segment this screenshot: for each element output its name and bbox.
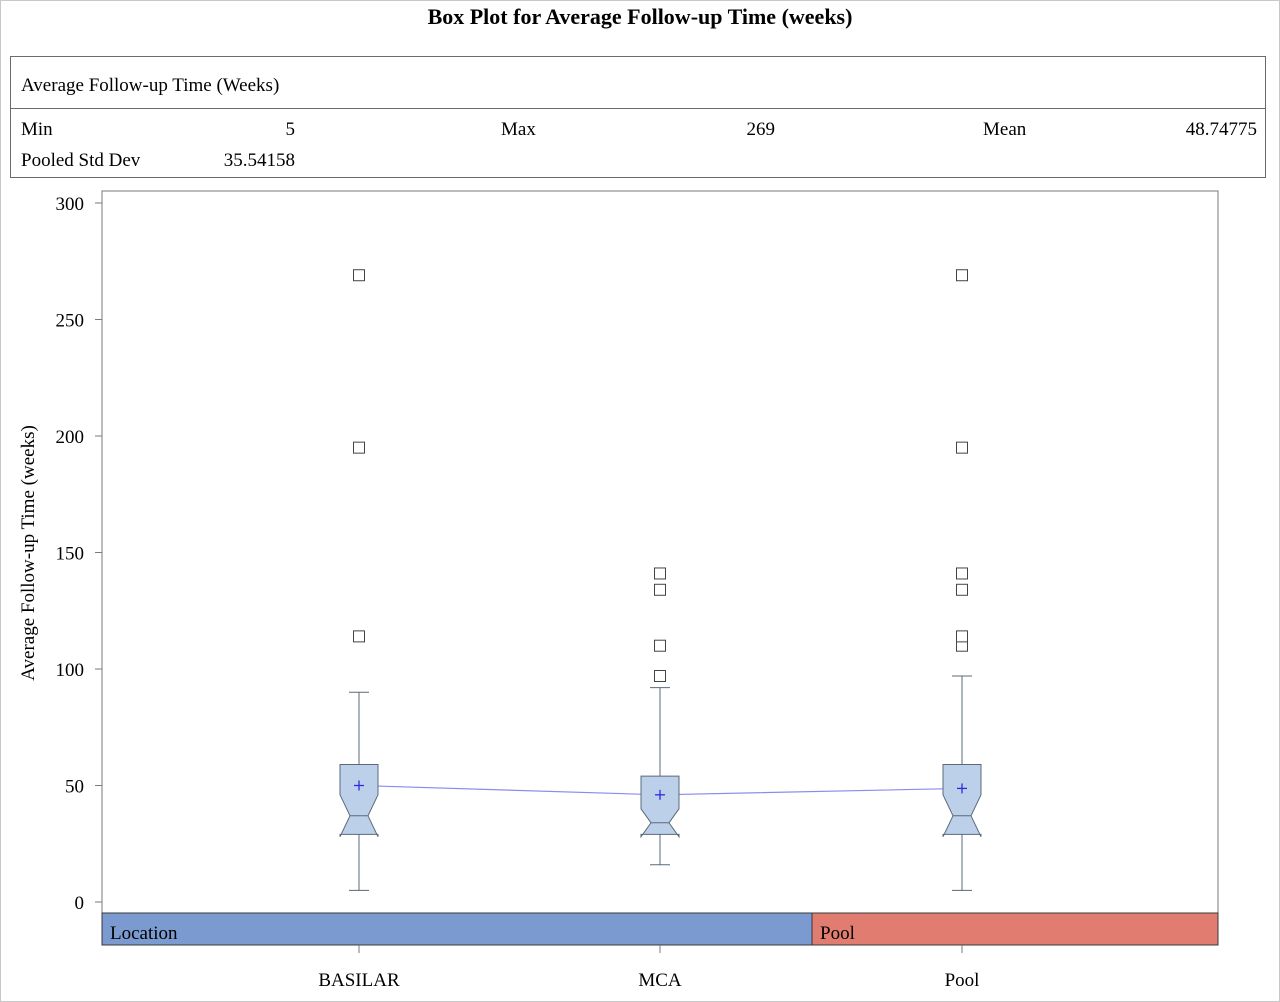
stat-max-label: Max — [501, 119, 536, 140]
x-axis: BASILAR MCA Pool — [318, 945, 979, 991]
y-tick-label: 100 — [56, 660, 85, 681]
stat-sd-label: Pooled Std Dev — [21, 150, 141, 171]
outlier-point — [353, 630, 365, 643]
outlier-point — [654, 583, 666, 596]
outlier-point — [654, 639, 666, 652]
stat-mean-label: Mean — [983, 119, 1027, 140]
stat-sd-value: 35.54158 — [223, 150, 295, 171]
band-pool — [811, 912, 1219, 946]
band-label: Pool — [820, 923, 855, 944]
outlier-point — [956, 269, 968, 282]
outlier-point — [654, 669, 666, 682]
stats-divider — [11, 108, 1265, 109]
outlier-point — [353, 441, 365, 454]
outlier-point — [956, 567, 968, 580]
x-tick-label: MCA — [638, 970, 682, 991]
stat-min-label: Min — [21, 119, 53, 140]
band-label: Location — [110, 923, 178, 944]
y-axis: 0 50 100 150 200 250 300 — [56, 194, 102, 914]
notched-box — [640, 775, 680, 839]
stats-header: Average Follow-up Time (Weeks) — [21, 75, 280, 96]
y-tick-label: 250 — [56, 311, 85, 332]
outlier-point — [353, 269, 365, 282]
y-tick-label: 0 — [75, 893, 85, 914]
y-tick-label: 50 — [65, 777, 84, 798]
category-bands: Location Pool — [101, 912, 1219, 946]
y-tick-label: 150 — [56, 544, 85, 565]
outlier-point — [956, 583, 968, 596]
outlier-point — [956, 441, 968, 454]
notched-box — [942, 764, 982, 837]
y-tick-label: 300 — [56, 194, 85, 215]
y-tick-label: 200 — [56, 427, 85, 448]
outlier-point — [956, 630, 968, 643]
chart-title: Box Plot for Average Follow-up Time (wee… — [427, 4, 853, 29]
band-location — [101, 912, 813, 946]
x-tick-label: BASILAR — [318, 970, 400, 991]
stat-mean-value: 48.74775 — [1185, 119, 1257, 140]
notched-box — [339, 764, 379, 837]
outlier-point — [654, 567, 666, 580]
box-mca — [640, 567, 680, 866]
stat-min-value: 5 — [285, 119, 296, 140]
stat-max-value: 269 — [746, 119, 776, 140]
box-basilar — [339, 269, 379, 891]
box-pool — [942, 269, 982, 891]
boxes-layer — [339, 269, 982, 891]
y-axis-title: Average Follow-up Time (weeks) — [18, 425, 39, 681]
x-tick-label: Pool — [945, 970, 980, 991]
stats-table: Average Follow-up Time (Weeks) Min 5 Max… — [10, 56, 1266, 178]
